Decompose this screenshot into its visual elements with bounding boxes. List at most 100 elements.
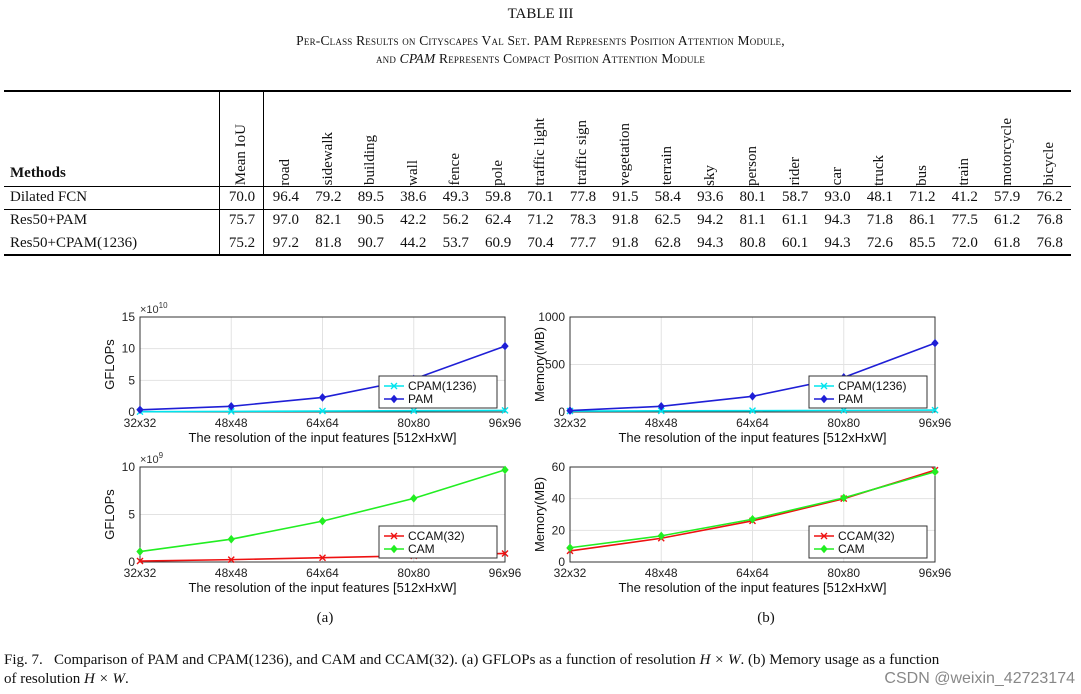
value-cell: 59.8 xyxy=(476,185,520,209)
class-header-car: car xyxy=(816,90,859,186)
table-row: Res50+PAM 75.7 97.0 82.1 90.5 42.2 56.2 62.4 71.… xyxy=(4,208,1071,232)
methods-header: Methods xyxy=(4,90,220,186)
value-cell: 94.2 xyxy=(689,208,732,232)
method-cell: Dilated FCN xyxy=(4,185,220,209)
value-cell: 96.4 xyxy=(263,185,308,209)
value-cell: 58.7 xyxy=(773,185,817,209)
value-cell: 85.5 xyxy=(901,232,944,256)
value-cell: 62.4 xyxy=(476,208,520,232)
legend-box xyxy=(808,375,928,409)
value-cell: 71.2 xyxy=(901,185,944,209)
value-cell: 71.8 xyxy=(858,208,902,232)
value-cell: 57.9 xyxy=(985,185,1029,209)
value-cell: 90.5 xyxy=(349,208,393,232)
plot-frame xyxy=(569,466,936,563)
table-caption-line1: Per-Class Results on Cityscapes Val Set.… xyxy=(296,33,785,48)
y-tick-label: 1000 xyxy=(538,310,565,324)
class-header-truck: truck xyxy=(858,90,902,186)
x-tick-label: 48x48 xyxy=(645,566,678,580)
data-point xyxy=(657,402,665,411)
value-cell: 76.8 xyxy=(1028,232,1071,256)
legend-marker xyxy=(390,532,398,540)
class-header-traffic-sign: traffic sign xyxy=(561,90,605,186)
class-header-building: building xyxy=(349,90,393,186)
chart-memory-pam: 0 500 1000 32x32 48x48 64x64 80x80 96x96 The res… xyxy=(530,302,970,452)
data-point xyxy=(501,549,509,557)
x-tick-label: 32x32 xyxy=(124,416,157,430)
data-point xyxy=(931,467,939,477)
y-tick-label: 500 xyxy=(545,358,565,372)
y-axis-label: GFLOPs xyxy=(102,339,117,390)
x-tick-label: 32x32 xyxy=(554,416,587,430)
value-cell: 81.8 xyxy=(307,232,350,256)
data-point xyxy=(566,406,574,415)
data-point xyxy=(410,407,418,415)
legend-marker xyxy=(820,382,828,390)
data-point xyxy=(227,534,235,544)
value-cell: 93.0 xyxy=(816,185,859,209)
class-header-road: road xyxy=(263,90,308,186)
value-cell: 62.5 xyxy=(646,208,690,232)
class-header-motorcycle: motorcycle xyxy=(985,90,1029,186)
y-tick-label: 5 xyxy=(128,373,135,387)
x-axis-label: The resolution of the input features [51… xyxy=(188,430,456,445)
data-point xyxy=(136,547,144,556)
data-point xyxy=(318,393,327,402)
chart-svg: 0 5 10 15 32x32 48x48 64x64 80x80 96x96 The resol… xyxy=(102,302,522,445)
value-cell: 93.6 xyxy=(689,185,732,209)
x-tick-label: 48x48 xyxy=(645,416,678,430)
value-cell: 86.1 xyxy=(901,208,944,232)
value-cell: 70.1 xyxy=(519,185,562,209)
table-label: TABLE III xyxy=(507,6,574,22)
class-header-pole: pole xyxy=(476,90,520,186)
x-tick-label: 64x64 xyxy=(736,566,769,580)
value-cell: 42.2 xyxy=(392,208,435,232)
y-tick-label: 5 xyxy=(128,508,135,522)
data-point xyxy=(657,531,665,541)
y-axis-label: Memory(MB) xyxy=(532,477,547,552)
x-tick-label: 48x48 xyxy=(215,416,248,430)
value-cell: 90.7 xyxy=(349,232,393,256)
subfigure-a-label: (a) xyxy=(316,610,334,626)
chart-memory-cam: 0 20 40 60 32x32 48x48 64x64 80x80 96x96 The reso… xyxy=(530,452,970,602)
y-tick-label: 0 xyxy=(128,555,135,569)
value-cell: 62.8 xyxy=(646,232,690,256)
y-tick-label: 0 xyxy=(558,405,565,419)
value-cell: 70.4 xyxy=(519,232,562,256)
y-multiplier: ×109 xyxy=(140,452,164,466)
class-header-bus: bus xyxy=(901,90,944,186)
legend-marker xyxy=(390,544,398,554)
class-header-vegetation: vegetation xyxy=(604,90,647,186)
value-cell: 72.6 xyxy=(858,232,902,256)
value-cell: 61.1 xyxy=(773,208,817,232)
data-point xyxy=(410,494,418,503)
value-cell: 61.2 xyxy=(985,208,1029,232)
class-header-sky: sky xyxy=(689,90,732,186)
x-tick-label: 80x80 xyxy=(827,566,860,580)
legend-marker xyxy=(390,382,398,390)
value-cell: 53.7 xyxy=(434,232,477,256)
value-cell: 97.2 xyxy=(263,232,308,256)
legend-marker xyxy=(820,532,828,540)
data-point xyxy=(227,556,235,564)
y-tick-label: 20 xyxy=(552,523,566,537)
value-cell: 91.8 xyxy=(604,208,647,232)
data-point xyxy=(566,543,574,553)
value-cell: 80.8 xyxy=(731,232,774,256)
class-header-rider: rider xyxy=(773,90,817,186)
plot-frame xyxy=(139,466,506,563)
x-axis-label: The resolution of the input features [51… xyxy=(618,580,886,595)
x-tick-label: 48x48 xyxy=(215,566,248,580)
table-caption-line2: and CPAM Represents Compact Position Att… xyxy=(375,51,706,66)
x-tick-label: 96x96 xyxy=(919,416,952,430)
value-cell: 61.8 xyxy=(985,232,1029,256)
value-cell: 77.8 xyxy=(561,185,605,209)
legend-marker xyxy=(820,544,828,554)
y-tick-label: 15 xyxy=(122,310,136,324)
class-header-terrain: terrain xyxy=(646,90,690,186)
plot-frame xyxy=(569,316,936,413)
class-header-bicycle: bicycle xyxy=(1028,90,1071,186)
mean-iou-cell: 75.7 xyxy=(219,208,264,232)
value-cell: 91.8 xyxy=(604,232,647,256)
table-row: Res50+CPAM(1236) 75.2 97.2 81.8 90.7 44.2 53.7… xyxy=(4,232,1071,256)
